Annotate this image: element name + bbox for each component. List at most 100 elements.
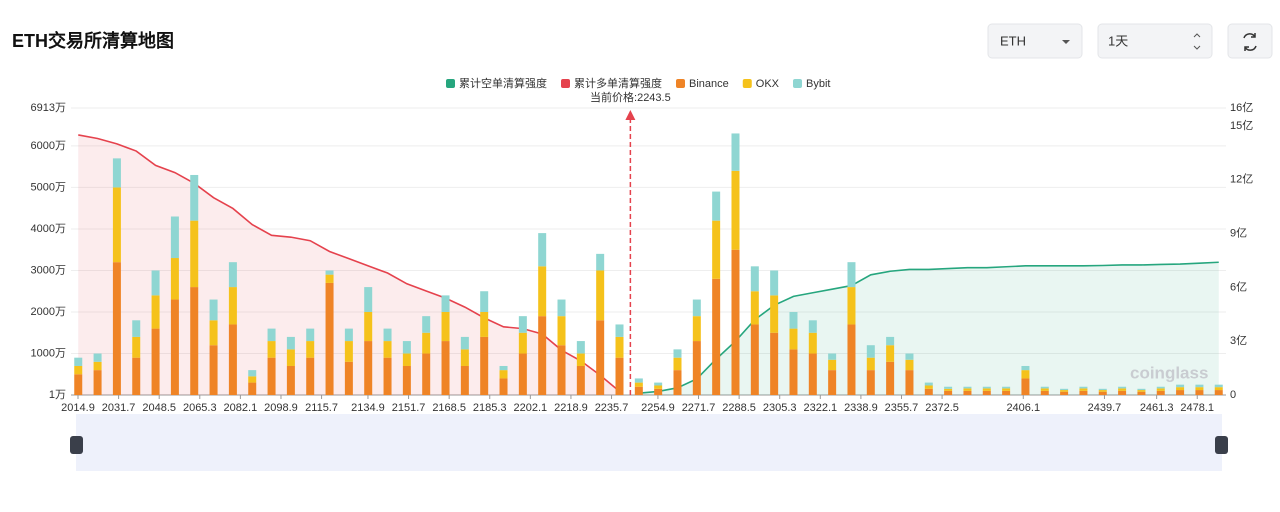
bar-segment	[1079, 386, 1088, 389]
bar-segment	[634, 382, 643, 387]
x-tick-label: 2461.3	[1140, 402, 1174, 414]
bar-segment	[441, 341, 450, 396]
bar-segment	[460, 349, 469, 366]
legend-label[interactable]: Bybit	[806, 78, 830, 90]
bar-segment	[731, 170, 740, 250]
y2-tick-label: 9亿	[1230, 226, 1247, 239]
bar-segment	[770, 270, 779, 296]
bar-segment	[344, 361, 353, 396]
y-tick-label: 3000万	[31, 264, 66, 276]
bar-segment	[1040, 388, 1049, 391]
bar-segment	[344, 328, 353, 342]
bar-segment	[1098, 388, 1107, 391]
x-tick-label: 2202.1	[514, 402, 548, 414]
select-box[interactable]	[987, 23, 1083, 59]
bar-segment	[151, 295, 160, 329]
bar-segment	[151, 328, 160, 396]
bar-segment	[886, 336, 895, 346]
bar-segment	[1195, 390, 1204, 396]
legend-label[interactable]: 累计空单清算强度	[459, 76, 547, 90]
bar-segment	[383, 341, 392, 358]
bar-segment	[905, 359, 914, 371]
y2-tick-label: 16亿	[1230, 101, 1253, 114]
bar-segment	[1002, 390, 1011, 396]
y2-tick-label: 15亿	[1230, 119, 1253, 132]
x-tick-label: 2134.9	[351, 402, 385, 414]
x-tick-label: 2406.1	[1006, 402, 1040, 414]
x-tick-label: 2185.3	[473, 402, 507, 414]
bar-segment	[615, 336, 624, 358]
bar-segment	[190, 287, 199, 396]
bar-segment	[1118, 386, 1127, 389]
bar-segment	[383, 357, 392, 396]
refresh-icon	[1243, 33, 1257, 51]
x-tick-label: 2048.5	[142, 402, 176, 414]
bar-segment	[151, 270, 160, 296]
bar-segment	[74, 357, 83, 366]
bar-segment	[982, 390, 991, 396]
x-tick-label: 2305.3	[763, 402, 797, 414]
bar-segment	[93, 370, 102, 396]
x-tick-label: 2322.1	[803, 402, 837, 414]
bar-segment	[808, 332, 817, 354]
y-tick-label: 4000万	[31, 223, 66, 235]
bar-segment	[673, 357, 682, 371]
bar-segment	[596, 270, 605, 321]
y2-tick-label: 6亿	[1230, 280, 1247, 293]
bar-segment	[364, 341, 373, 396]
bar-segment	[190, 220, 199, 288]
bar-segment	[615, 357, 624, 396]
bar-segment	[209, 345, 218, 396]
x-tick-label: 2065.3	[183, 402, 217, 414]
bar-segment	[1195, 387, 1204, 391]
legend-label[interactable]: OKX	[756, 78, 780, 90]
bar-segment	[692, 316, 701, 342]
bar-segment	[1079, 388, 1088, 391]
bar-segment	[267, 357, 276, 396]
bar-segment	[924, 385, 933, 389]
bar-segment	[112, 187, 121, 263]
y-tick-label: 6000万	[31, 140, 66, 152]
bar-segment	[847, 262, 856, 288]
bar-segment	[1060, 391, 1069, 396]
bar-segment	[1137, 388, 1146, 391]
bar-segment	[248, 370, 257, 377]
bar-segment	[286, 365, 295, 396]
bar-segment	[712, 191, 721, 221]
bar-segment	[1195, 384, 1204, 388]
bar-segment	[789, 328, 798, 350]
bar-segment	[1156, 388, 1165, 391]
bar-segment	[654, 385, 663, 389]
bar-segment	[596, 320, 605, 396]
bar-segment	[74, 365, 83, 375]
bar-segment	[1214, 387, 1223, 391]
bar-segment	[1040, 390, 1049, 396]
button-box[interactable]	[1227, 23, 1273, 59]
symbol-select[interactable]: ETH	[987, 23, 1083, 59]
bar-segment	[480, 336, 489, 396]
select-value: 1天	[1108, 33, 1128, 48]
legend-label[interactable]: Binance	[689, 78, 729, 90]
legend-swatch	[793, 79, 802, 88]
bar-segment	[1021, 370, 1030, 379]
bar-segment	[480, 311, 489, 337]
bar-segment	[712, 278, 721, 396]
brush-handle[interactable]	[70, 436, 83, 454]
bar-segment	[132, 320, 141, 337]
x-tick-label: 2218.9	[554, 402, 588, 414]
bar-segment	[866, 357, 875, 371]
interval-select[interactable]: 1天	[1097, 23, 1213, 59]
select-box[interactable]	[1097, 23, 1213, 59]
bar-segment	[596, 253, 605, 271]
bar-segment	[770, 332, 779, 396]
bar-segment	[557, 316, 566, 346]
refresh-button[interactable]	[1227, 23, 1273, 59]
y-tick-label: 1000万	[31, 347, 66, 359]
x-tick-label: 2338.9	[844, 402, 878, 414]
zoom-brush[interactable]	[76, 414, 1222, 471]
legend-label[interactable]: 累计多单清算强度	[574, 76, 662, 90]
bar-segment	[1214, 384, 1223, 388]
bar-segment	[557, 345, 566, 396]
brush-handle[interactable]	[1215, 436, 1228, 454]
